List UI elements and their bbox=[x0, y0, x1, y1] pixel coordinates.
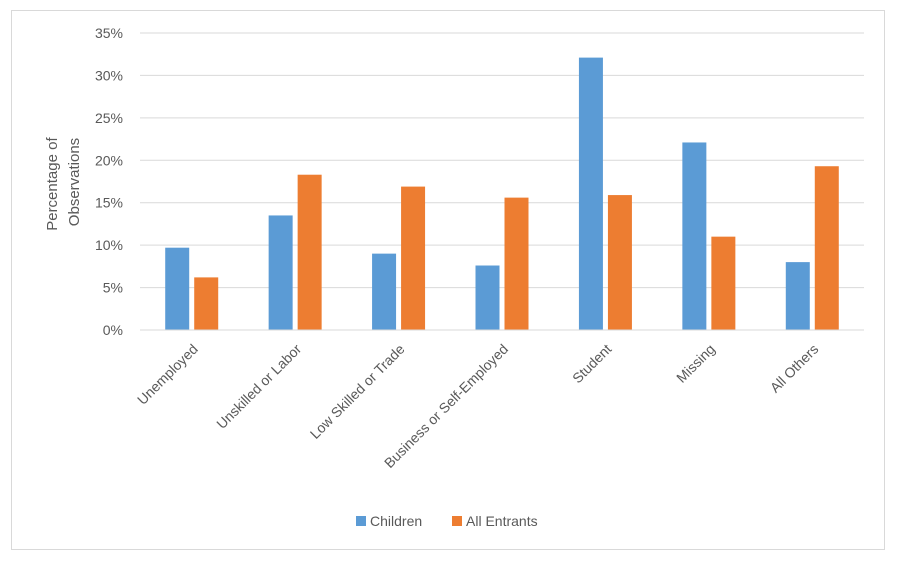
y-axis-ticks: 0% 5% 10% 15% 20% 25% 30% 35% bbox=[95, 25, 123, 338]
bar-all-entrants bbox=[401, 186, 426, 330]
legend-swatch bbox=[452, 516, 462, 526]
y-tick-label: 0% bbox=[103, 322, 123, 338]
bar-all-entrants bbox=[814, 166, 839, 330]
y-tick-label: 5% bbox=[103, 280, 123, 296]
bar-all-entrants bbox=[194, 277, 219, 330]
legend-label: All Entrants bbox=[466, 513, 538, 529]
y-tick-label: 10% bbox=[95, 237, 123, 253]
x-axis-ticks: Unemployed Unskilled or Labor Low Skilled … bbox=[134, 341, 821, 471]
y-tick-label: 30% bbox=[95, 67, 123, 83]
bar-all-entrants bbox=[297, 174, 322, 330]
y-axis-label-line-1: Percentage of bbox=[44, 137, 61, 231]
x-tick-label: Unskilled or Labor bbox=[213, 341, 304, 432]
y-tick-label: 15% bbox=[95, 195, 123, 211]
x-tick-label: Business or Self-Employed bbox=[381, 341, 511, 471]
bar-all-entrants bbox=[711, 236, 736, 330]
gridlines bbox=[140, 32, 864, 289]
y-tick-label: 35% bbox=[95, 25, 123, 41]
x-tick-label: Low Skilled or Trade bbox=[307, 341, 408, 442]
x-tick-label: All Others bbox=[767, 341, 822, 396]
bar-children bbox=[268, 215, 293, 330]
x-tick-label: Missing bbox=[673, 341, 718, 386]
x-tick-label: Unemployed bbox=[134, 341, 201, 408]
bar-children bbox=[165, 247, 190, 330]
bars bbox=[165, 57, 839, 330]
y-axis-label-line-2: Observations bbox=[66, 138, 83, 226]
bar-children bbox=[372, 253, 397, 330]
y-tick-label: 20% bbox=[95, 152, 123, 168]
bar-all-entrants bbox=[504, 197, 529, 330]
y-axis-label: Percentage of Observations bbox=[44, 133, 83, 231]
bar-children bbox=[578, 57, 603, 330]
bar-children bbox=[475, 265, 500, 330]
bar-all-entrants bbox=[607, 195, 632, 330]
chart-frame bbox=[11, 10, 885, 550]
y-tick-label: 25% bbox=[95, 110, 123, 126]
legend-swatch bbox=[356, 516, 366, 526]
bar-children bbox=[682, 142, 707, 330]
legend-label: Children bbox=[370, 513, 422, 529]
bar-children bbox=[785, 262, 810, 330]
legend: Children All Entrants bbox=[356, 513, 538, 529]
x-tick-label: Student bbox=[569, 341, 615, 387]
